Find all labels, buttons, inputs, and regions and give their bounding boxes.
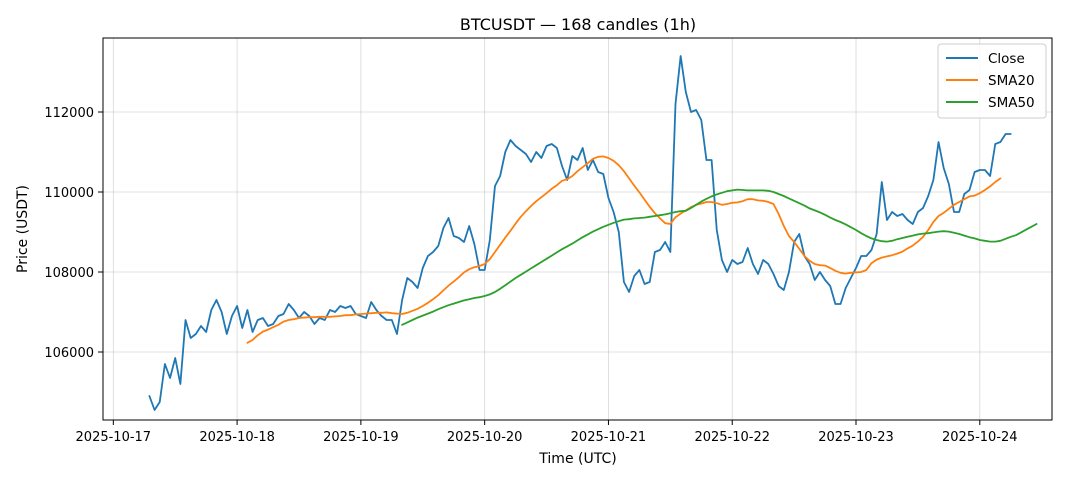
x-tick-label: 2025-10-21 xyxy=(571,430,647,445)
x-tick-label: 2025-10-24 xyxy=(942,430,1018,445)
x-axis-title: Time (UTC) xyxy=(538,451,616,467)
x-tick-label: 2025-10-20 xyxy=(447,430,523,445)
y-tick-label: 106000 xyxy=(44,346,94,361)
y-axis: 106000 108000 110000 112000 xyxy=(44,106,103,361)
y-axis-title: Price (USDT) xyxy=(15,185,31,273)
series-line-sma20 xyxy=(246,155,1002,344)
series-line-close xyxy=(148,55,1012,411)
legend-label-sma50: SMA50 xyxy=(988,95,1035,111)
series-line-sma50 xyxy=(401,188,1038,326)
x-tick-label: 2025-10-19 xyxy=(323,430,399,445)
plot-frame xyxy=(102,37,1053,421)
legend-label-close: Close xyxy=(988,51,1025,67)
x-tick-label: 2025-10-22 xyxy=(694,430,770,445)
legend-box xyxy=(937,43,1047,119)
series-layer xyxy=(148,55,1038,411)
legend: Close SMA20 SMA50 xyxy=(937,43,1047,119)
x-tick-label: 2025-10-17 xyxy=(76,430,152,445)
legend-label-sma20: SMA20 xyxy=(988,73,1035,89)
y-tick-label: 108000 xyxy=(44,266,94,281)
x-tick-label: 2025-10-23 xyxy=(818,430,894,445)
x-axis: 2025-10-17 2025-10-18 2025-10-19 2025-10-20… xyxy=(76,420,1018,445)
grid xyxy=(103,38,1052,420)
x-tick-label: 2025-10-18 xyxy=(199,430,275,445)
y-tick-label: 112000 xyxy=(44,106,94,121)
chart-title: BTCUSDT — 168 candles (1h) xyxy=(460,15,696,34)
y-tick-label: 110000 xyxy=(44,186,94,201)
